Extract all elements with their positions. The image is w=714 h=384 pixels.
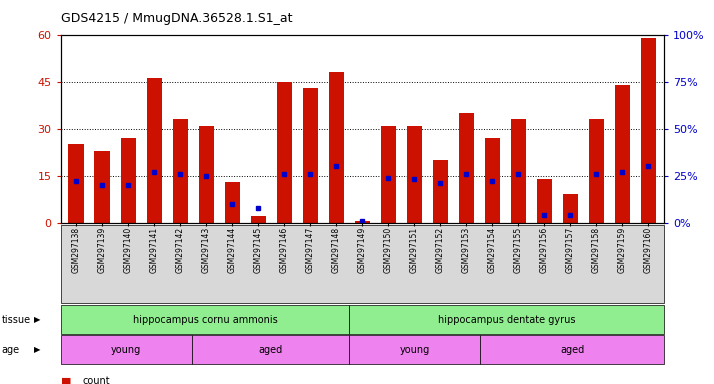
Bar bbox=[328, 72, 344, 223]
Bar bbox=[537, 179, 552, 223]
Text: ▶: ▶ bbox=[34, 345, 41, 354]
Text: GDS4215 / MmugDNA.36528.1.S1_at: GDS4215 / MmugDNA.36528.1.S1_at bbox=[61, 12, 292, 25]
Text: hippocampus dentate gyrus: hippocampus dentate gyrus bbox=[438, 314, 575, 325]
Text: ■: ■ bbox=[61, 376, 71, 384]
Text: aged: aged bbox=[560, 344, 584, 355]
Bar bbox=[303, 88, 318, 223]
Bar bbox=[458, 113, 474, 223]
Bar bbox=[563, 195, 578, 223]
Bar bbox=[94, 151, 110, 223]
Bar bbox=[433, 160, 448, 223]
Bar bbox=[198, 126, 214, 223]
Text: young: young bbox=[400, 344, 430, 355]
Text: aged: aged bbox=[258, 344, 283, 355]
Text: age: age bbox=[1, 344, 19, 355]
Bar bbox=[640, 38, 656, 223]
Bar bbox=[224, 182, 240, 223]
Bar bbox=[173, 119, 188, 223]
Bar bbox=[146, 78, 162, 223]
Text: hippocampus cornu ammonis: hippocampus cornu ammonis bbox=[133, 314, 277, 325]
Text: tissue: tissue bbox=[1, 314, 31, 325]
Bar bbox=[251, 217, 266, 223]
Bar bbox=[485, 138, 501, 223]
Bar bbox=[121, 138, 136, 223]
Bar bbox=[406, 126, 422, 223]
Text: count: count bbox=[82, 376, 110, 384]
Bar bbox=[381, 126, 396, 223]
Bar bbox=[355, 221, 370, 223]
Bar bbox=[511, 119, 526, 223]
Bar bbox=[276, 82, 292, 223]
Text: young: young bbox=[111, 344, 141, 355]
Text: ▶: ▶ bbox=[34, 315, 41, 324]
Bar bbox=[588, 119, 604, 223]
Bar bbox=[615, 85, 630, 223]
Bar bbox=[69, 144, 84, 223]
